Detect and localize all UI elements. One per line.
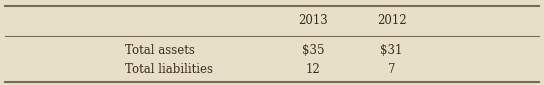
Text: $31: $31 bbox=[380, 45, 403, 57]
Text: 2012: 2012 bbox=[377, 14, 406, 27]
Text: 2013: 2013 bbox=[298, 14, 327, 27]
Text: Total assets: Total assets bbox=[125, 45, 195, 57]
Text: 7: 7 bbox=[388, 63, 395, 76]
Text: Total liabilities: Total liabilities bbox=[125, 63, 213, 76]
Text: $35: $35 bbox=[301, 45, 324, 57]
Text: 12: 12 bbox=[305, 63, 320, 76]
